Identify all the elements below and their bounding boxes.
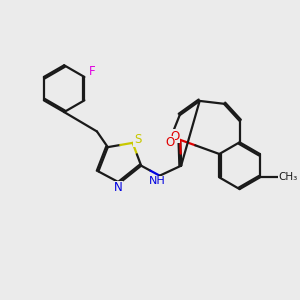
Text: O: O (165, 136, 174, 149)
Text: CH₃: CH₃ (279, 172, 298, 182)
Text: S: S (134, 133, 141, 146)
Text: N: N (114, 182, 123, 194)
Text: F: F (89, 65, 95, 78)
Text: O: O (170, 130, 180, 143)
Text: NH: NH (148, 176, 165, 186)
